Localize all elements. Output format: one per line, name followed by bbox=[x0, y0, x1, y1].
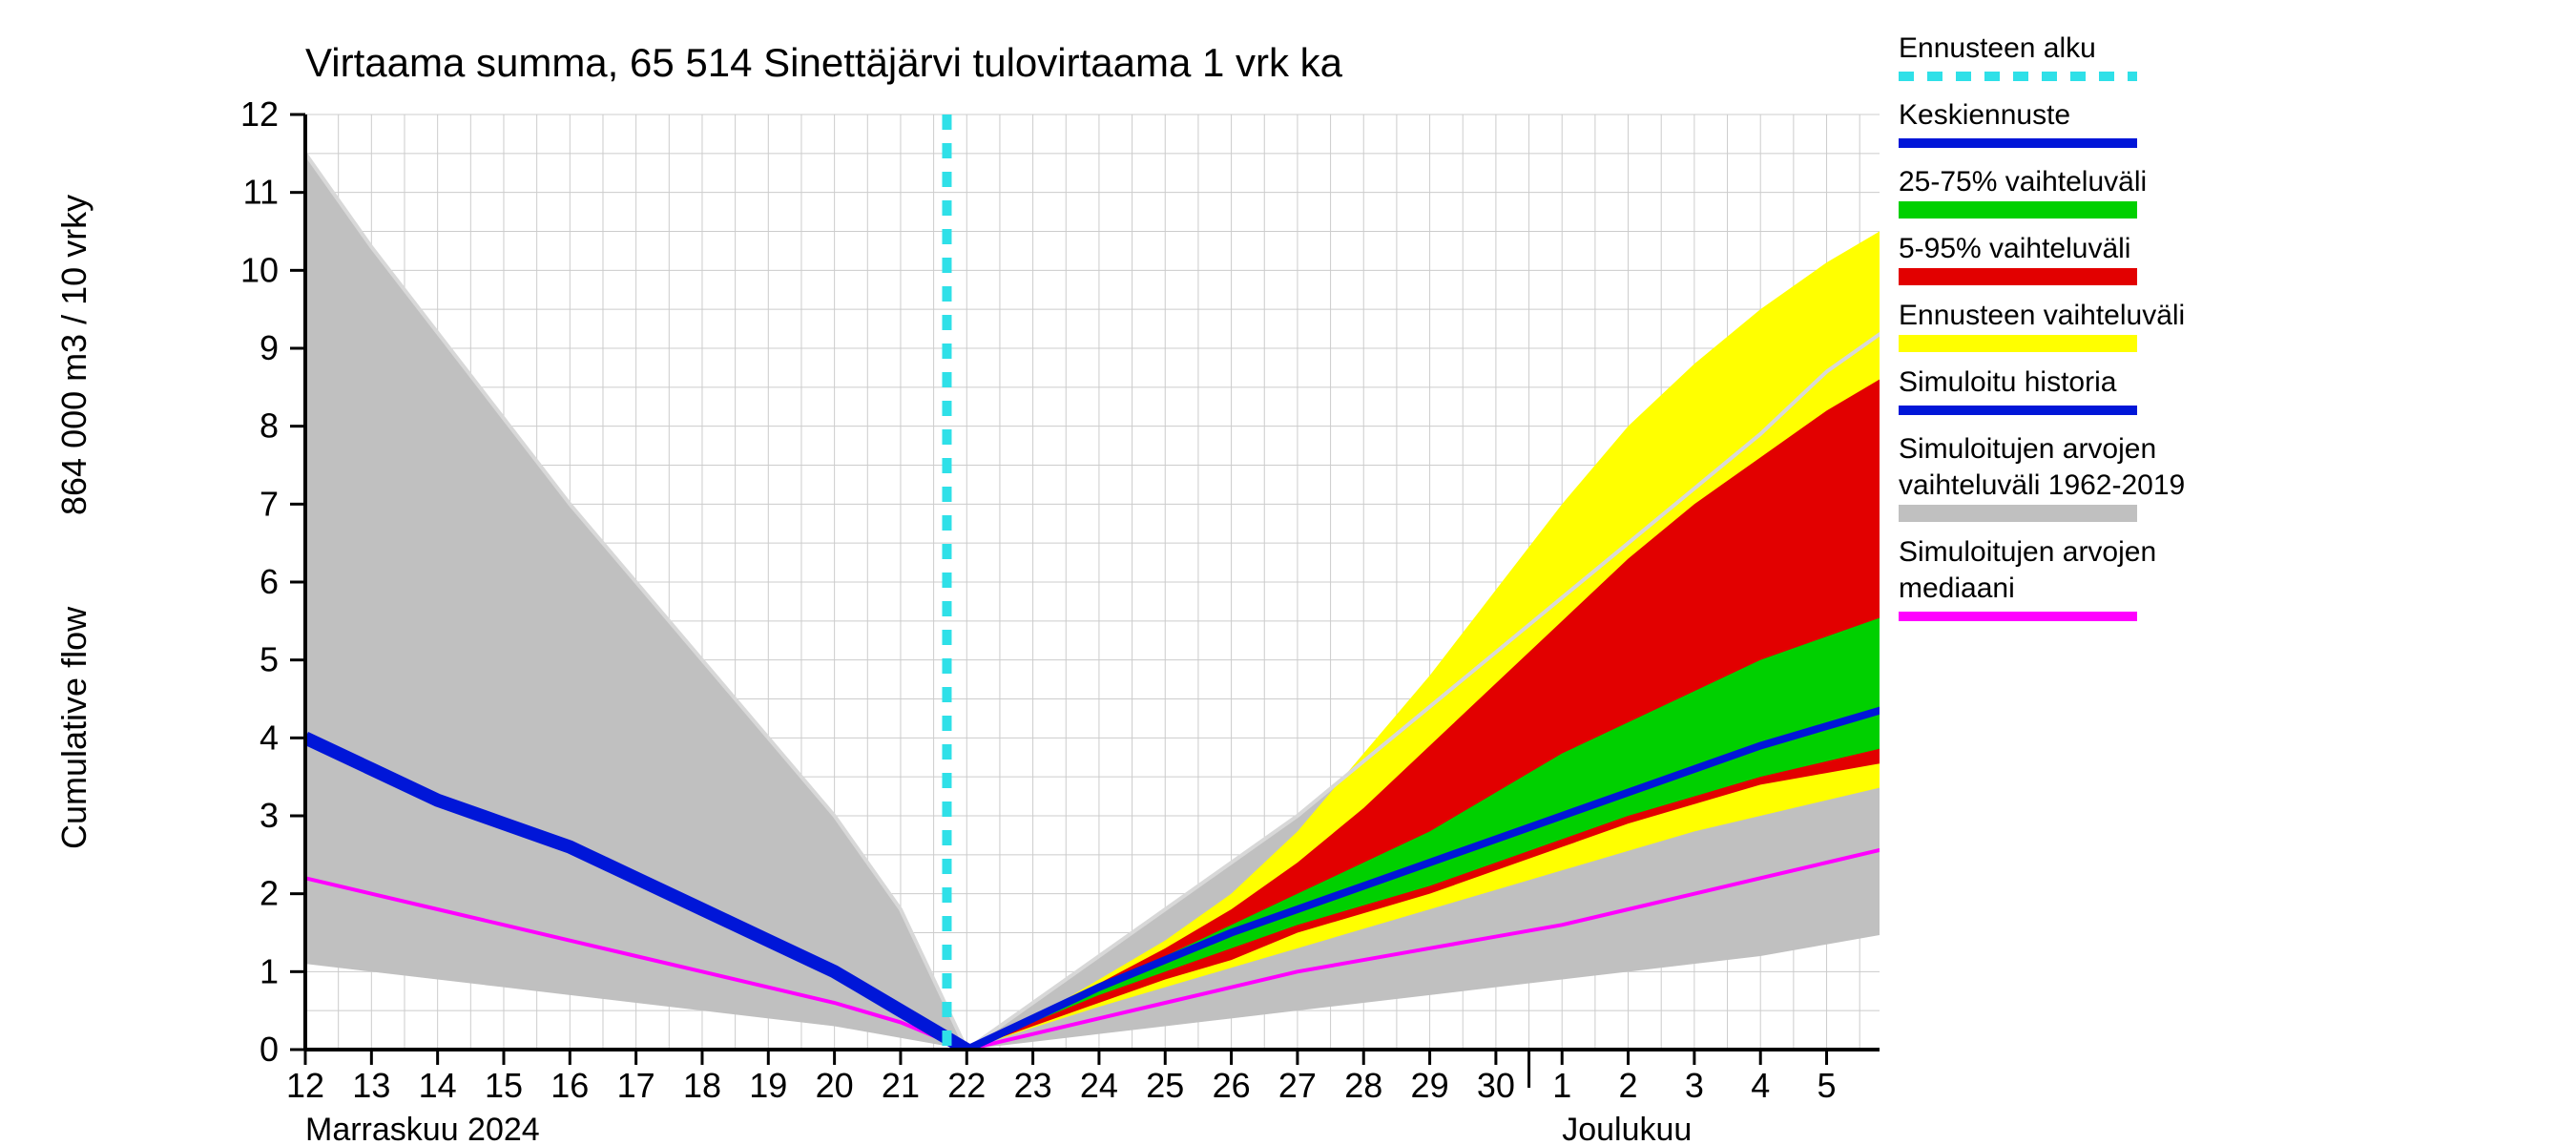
x-tick-label: 27 bbox=[1278, 1066, 1317, 1105]
x-tick-label: 4 bbox=[1751, 1066, 1770, 1105]
legend-label: Ennusteen vaihteluväli bbox=[1899, 300, 2185, 331]
legend-sample bbox=[1899, 268, 2137, 285]
x-tick-label: 22 bbox=[947, 1066, 986, 1105]
y-tick-label: 11 bbox=[243, 173, 279, 212]
chart-title: Virtaama summa, 65 514 Sinettäjärvi tulo… bbox=[305, 40, 1343, 85]
y-tick-label: 7 bbox=[260, 484, 279, 523]
legend-label: 25-75% vaihteluväli bbox=[1899, 166, 2147, 198]
y-tick-label: 10 bbox=[240, 250, 279, 289]
x-tick-label: 24 bbox=[1080, 1066, 1118, 1105]
y-tick-label: 4 bbox=[260, 718, 279, 757]
legend-label: mediaani bbox=[1899, 572, 2015, 604]
x-tick-label: 1 bbox=[1552, 1066, 1571, 1105]
x-tick-label: 30 bbox=[1477, 1066, 1515, 1105]
x-tick-label: 17 bbox=[617, 1066, 655, 1105]
x-tick-label: 13 bbox=[352, 1066, 390, 1105]
legend-label: Simuloitujen arvojen bbox=[1899, 433, 2156, 465]
x-tick-label: 2 bbox=[1619, 1066, 1638, 1105]
x-tick-label: 15 bbox=[485, 1066, 523, 1105]
ylabel-bottom: Cumulative flow bbox=[54, 606, 93, 849]
x-tick-label: 3 bbox=[1685, 1066, 1704, 1105]
month-left-fi: Marraskuu 2024 bbox=[305, 1112, 540, 1145]
x-tick-label: 16 bbox=[551, 1066, 589, 1105]
legend-sample bbox=[1899, 335, 2137, 352]
ylabel-top: 864 000 m3 / 10 vrky bbox=[54, 195, 93, 515]
y-tick-label: 3 bbox=[260, 796, 279, 835]
x-tick-label: 5 bbox=[1818, 1066, 1837, 1105]
legend-sample bbox=[1899, 505, 2137, 522]
y-tick-label: 5 bbox=[260, 640, 279, 679]
chart-svg: 0123456789101112121314151617181920212223… bbox=[0, 0, 2576, 1145]
x-tick-label: 18 bbox=[683, 1066, 721, 1105]
legend-label: Simuloitu historia bbox=[1899, 366, 2117, 398]
legend-label: Keskiennuste bbox=[1899, 99, 2070, 131]
x-tick-label: 20 bbox=[816, 1066, 854, 1105]
y-tick-label: 9 bbox=[260, 328, 279, 367]
legend-label: 5-95% vaihteluväli bbox=[1899, 233, 2130, 264]
x-tick-label: 29 bbox=[1411, 1066, 1449, 1105]
legend-label: Ennusteen alku bbox=[1899, 32, 2096, 64]
legend-label: Simuloitujen arvojen bbox=[1899, 536, 2156, 568]
x-tick-label: 26 bbox=[1213, 1066, 1251, 1105]
x-tick-label: 23 bbox=[1014, 1066, 1052, 1105]
y-tick-label: 0 bbox=[260, 1030, 279, 1069]
legend-label: vaihteluväli 1962-2019 bbox=[1899, 469, 2185, 501]
x-tick-label: 21 bbox=[882, 1066, 920, 1105]
x-tick-label: 14 bbox=[419, 1066, 457, 1105]
x-tick-label: 12 bbox=[286, 1066, 324, 1105]
x-tick-label: 25 bbox=[1146, 1066, 1184, 1105]
chart-container: 0123456789101112121314151617181920212223… bbox=[0, 0, 2576, 1145]
month-right-fi: Joulukuu bbox=[1562, 1112, 1692, 1145]
y-tick-label: 1 bbox=[260, 951, 279, 990]
y-tick-label: 2 bbox=[260, 874, 279, 913]
y-tick-label: 12 bbox=[240, 94, 279, 134]
x-tick-label: 28 bbox=[1344, 1066, 1382, 1105]
x-tick-label: 19 bbox=[749, 1066, 787, 1105]
legend-sample bbox=[1899, 201, 2137, 219]
y-tick-label: 8 bbox=[260, 406, 279, 446]
y-tick-label: 6 bbox=[260, 562, 279, 601]
